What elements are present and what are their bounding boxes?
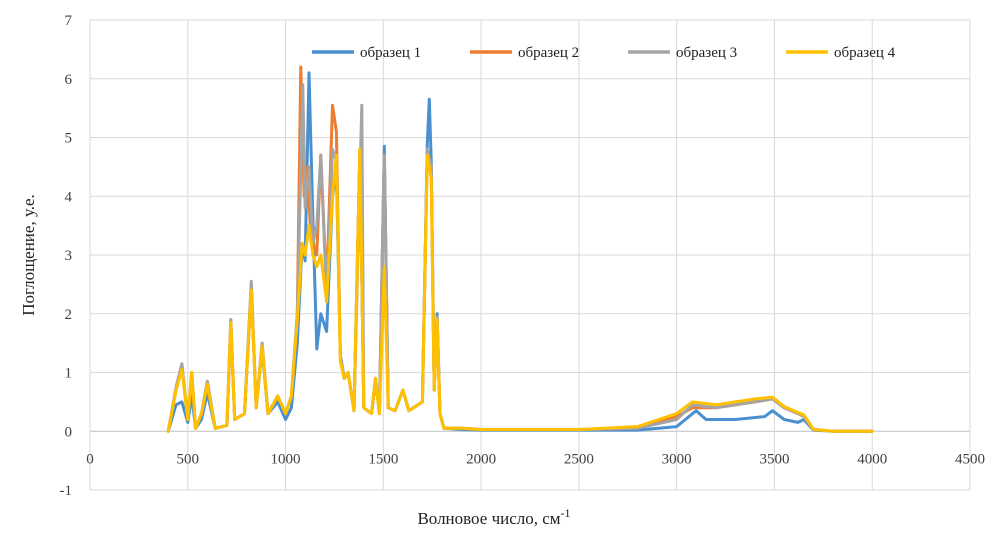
x-axis-title: Волновое число, см-1	[417, 506, 570, 528]
gridlines	[89, 19, 971, 491]
legend: образец 1 образец 2 образец 3 образец 4	[312, 45, 896, 61]
x-tick-label: 4500	[955, 451, 985, 467]
series-line	[166, 65, 874, 433]
y-tick-label: -1	[60, 483, 73, 499]
legend-label: образец 1	[360, 45, 421, 61]
x-tick-label: 0	[86, 451, 94, 467]
series-line	[166, 71, 874, 433]
y-tick-label: 7	[65, 13, 73, 29]
x-tick-label: 2000	[466, 451, 496, 467]
x-tick-labels: 0 500 1000 1500 2000 2500 3000 3500 4000 4500	[86, 451, 985, 467]
series-line	[166, 147, 874, 433]
x-tick-label: 1500	[368, 451, 398, 467]
y-tick-labels: -1 0 1 2 3 4 5 6 7	[60, 13, 73, 499]
x-tick-label: 4000	[857, 451, 887, 467]
legend-label: образец 2	[518, 45, 579, 61]
x-tick-label: 500	[177, 451, 200, 467]
legend-label: образец 4	[834, 45, 896, 61]
y-tick-label: 6	[65, 72, 73, 88]
y-tick-label: 1	[65, 366, 73, 382]
x-tick-label: 3000	[662, 451, 692, 467]
x-axis-title-superscript: -1	[561, 506, 571, 520]
y-axis-title: Поглощение, у.е.	[19, 194, 38, 316]
series-line	[166, 83, 874, 433]
y-tick-label: 5	[65, 131, 73, 147]
y-tick-label: 3	[65, 248, 73, 264]
x-tick-label: 3500	[759, 451, 789, 467]
legend-label: образец 3	[676, 45, 737, 61]
x-tick-label: 2500	[564, 451, 594, 467]
x-tick-label: 1000	[271, 451, 301, 467]
series-lines	[166, 65, 874, 433]
y-tick-label: 0	[65, 424, 73, 440]
y-tick-label: 2	[65, 307, 73, 323]
y-tick-label: 4	[65, 189, 73, 205]
